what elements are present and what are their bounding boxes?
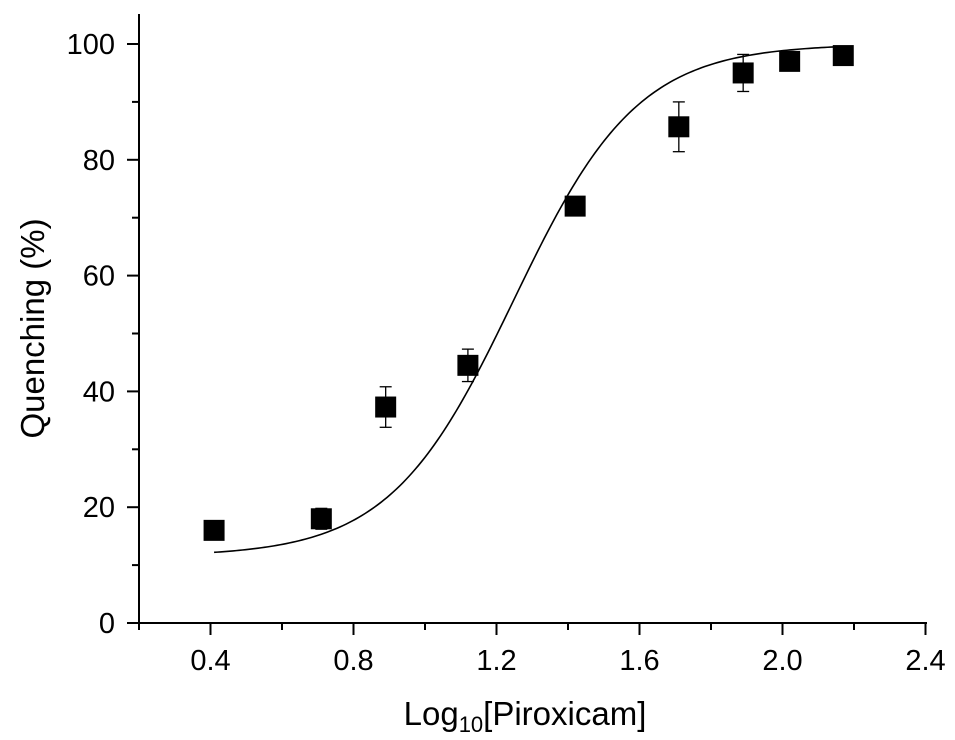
data-point <box>310 508 332 530</box>
tick-labels: 0.4 0.8 1.2 1.6 2.0 2.4 0 20 40 60 80 100 <box>67 29 946 677</box>
x-tick-label: 1.6 <box>619 645 659 677</box>
y-tick-label: 60 <box>83 261 115 293</box>
axes <box>138 14 927 624</box>
data-point <box>375 396 397 418</box>
y-tick-label: 0 <box>99 608 115 640</box>
ticks <box>127 43 927 635</box>
x-axis-title-main: Log <box>404 695 459 732</box>
x-axis-title-subscript: 10 <box>459 712 483 737</box>
x-tick-label: 2.4 <box>905 645 945 677</box>
x-tick-label: 0.8 <box>333 645 373 677</box>
x-tick-label: 0.4 <box>190 645 230 677</box>
data-point <box>779 50 801 72</box>
error-bars <box>208 47 850 535</box>
y-tick-label: 40 <box>83 376 115 408</box>
x-tick-label: 1.2 <box>476 645 516 677</box>
data-markers <box>203 45 854 541</box>
x-axis-title: Log10[Piroxicam] <box>404 695 647 737</box>
data-point <box>203 519 225 541</box>
data-point <box>668 116 690 138</box>
y-tick-label: 80 <box>83 145 115 177</box>
x-axis-title-rest: [Piroxicam] <box>483 695 646 732</box>
y-tick-label: 100 <box>67 29 115 61</box>
data-point <box>832 45 854 67</box>
y-axis-title: Quenching (%) <box>14 218 51 438</box>
data-point <box>732 62 754 84</box>
y-tick-label: 20 <box>83 492 115 524</box>
x-tick-label: 2.0 <box>762 645 802 677</box>
data-point <box>457 354 479 376</box>
fit-curve <box>214 45 844 554</box>
data-point <box>564 195 586 217</box>
